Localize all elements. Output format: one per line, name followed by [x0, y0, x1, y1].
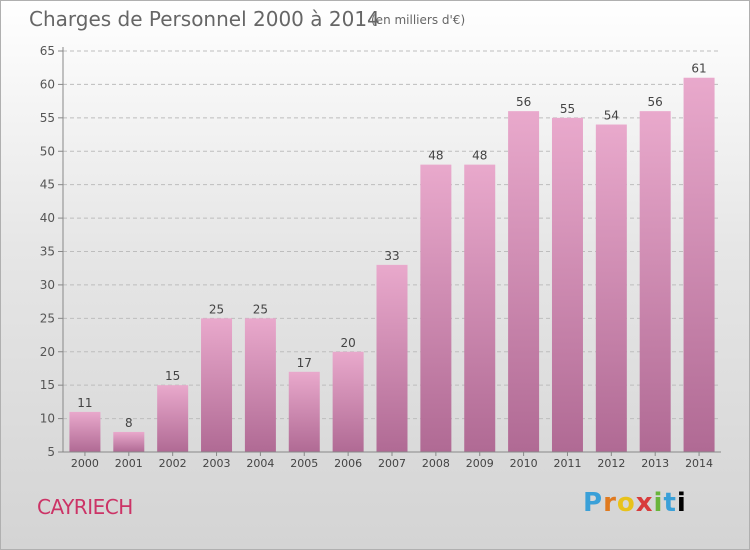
y-tick-label: 65	[40, 44, 55, 58]
axis-layer: 5 10 15 20 25 30 35 40 45 50 55 60 65 2000 2001 2002 200…	[40, 44, 721, 470]
bar-value-label: 55	[560, 102, 575, 116]
bar	[420, 164, 452, 452]
x-tick-label: 2009	[466, 457, 494, 470]
bar	[683, 77, 715, 452]
bar-value-label: 61	[691, 62, 706, 76]
y-tick-label: 15	[40, 378, 55, 392]
bar-layer: 11 8 15 25 25 17 20 33 48 48 56 55 54 56 61	[69, 62, 715, 453]
bar	[157, 385, 189, 452]
y-tick-label: 20	[40, 345, 55, 359]
logo-letter: i	[653, 488, 664, 518]
bar	[201, 318, 233, 452]
x-tick-label: 2013	[641, 457, 669, 470]
bar-value-label: 48	[428, 149, 443, 163]
chart-title: Charges de Personnel 2000 à 2014	[29, 7, 380, 31]
bar-value-label: 17	[297, 356, 312, 370]
x-tick-label: 2000	[71, 457, 99, 470]
bar	[244, 318, 276, 452]
bar-value-label: 56	[516, 95, 531, 109]
bar	[376, 264, 408, 452]
bar-value-label: 15	[165, 369, 180, 383]
x-tick-label: 2001	[115, 457, 143, 470]
bar	[288, 371, 320, 452]
x-tick-label: 2008	[422, 457, 450, 470]
x-tick-label: 2006	[334, 457, 362, 470]
y-tick-label: 60	[40, 77, 55, 91]
bar-value-label: 33	[384, 249, 399, 263]
y-tick-label: 25	[40, 311, 55, 325]
bar-value-label: 48	[472, 149, 487, 163]
bar	[508, 111, 540, 453]
y-tick-label: 45	[40, 178, 55, 192]
logo-letter: o	[616, 488, 636, 518]
logo-letter: x	[635, 488, 654, 518]
x-tick-label: 2014	[685, 457, 713, 470]
bar-value-label: 8	[125, 416, 133, 430]
x-tick-label: 2005	[290, 457, 318, 470]
bar	[113, 431, 145, 452]
x-tick-label: 2012	[597, 457, 625, 470]
y-tick-label: 40	[40, 211, 55, 225]
bar-value-label: 25	[253, 302, 268, 316]
y-tick-label: 5	[47, 445, 55, 459]
bar-value-label: 25	[209, 302, 224, 316]
chart-subtitle: (en milliers d'€)	[371, 13, 466, 27]
bar	[551, 117, 583, 452]
x-tick-label: 2002	[159, 457, 187, 470]
x-tick-label: 2010	[510, 457, 538, 470]
bar-value-label: 20	[340, 336, 355, 350]
y-tick-label: 35	[40, 245, 55, 259]
logo-letter: r	[603, 488, 617, 518]
y-tick-label: 50	[40, 144, 55, 158]
bar	[69, 411, 101, 452]
bar-value-label: 56	[648, 95, 663, 109]
y-tick-label: 55	[40, 111, 55, 125]
logo-letter: i	[676, 488, 687, 518]
logo-letter: P	[583, 488, 604, 518]
x-tick-label: 2011	[553, 457, 581, 470]
commune-name: CAYRIECH	[37, 495, 133, 519]
x-tick-label: 2007	[378, 457, 406, 470]
bar	[639, 111, 671, 453]
x-tick-label: 2004	[246, 457, 274, 470]
bar	[332, 351, 364, 452]
bar-value-label: 11	[77, 396, 92, 410]
y-tick-label: 30	[40, 278, 55, 292]
proxiti-logo[interactable]: Proxiti	[583, 488, 687, 518]
bar	[464, 164, 496, 452]
logo-letter: t	[663, 488, 677, 518]
bar	[595, 124, 627, 453]
y-tick-label: 10	[40, 412, 55, 426]
bar-value-label: 54	[604, 109, 619, 123]
x-tick-label: 2003	[203, 457, 231, 470]
